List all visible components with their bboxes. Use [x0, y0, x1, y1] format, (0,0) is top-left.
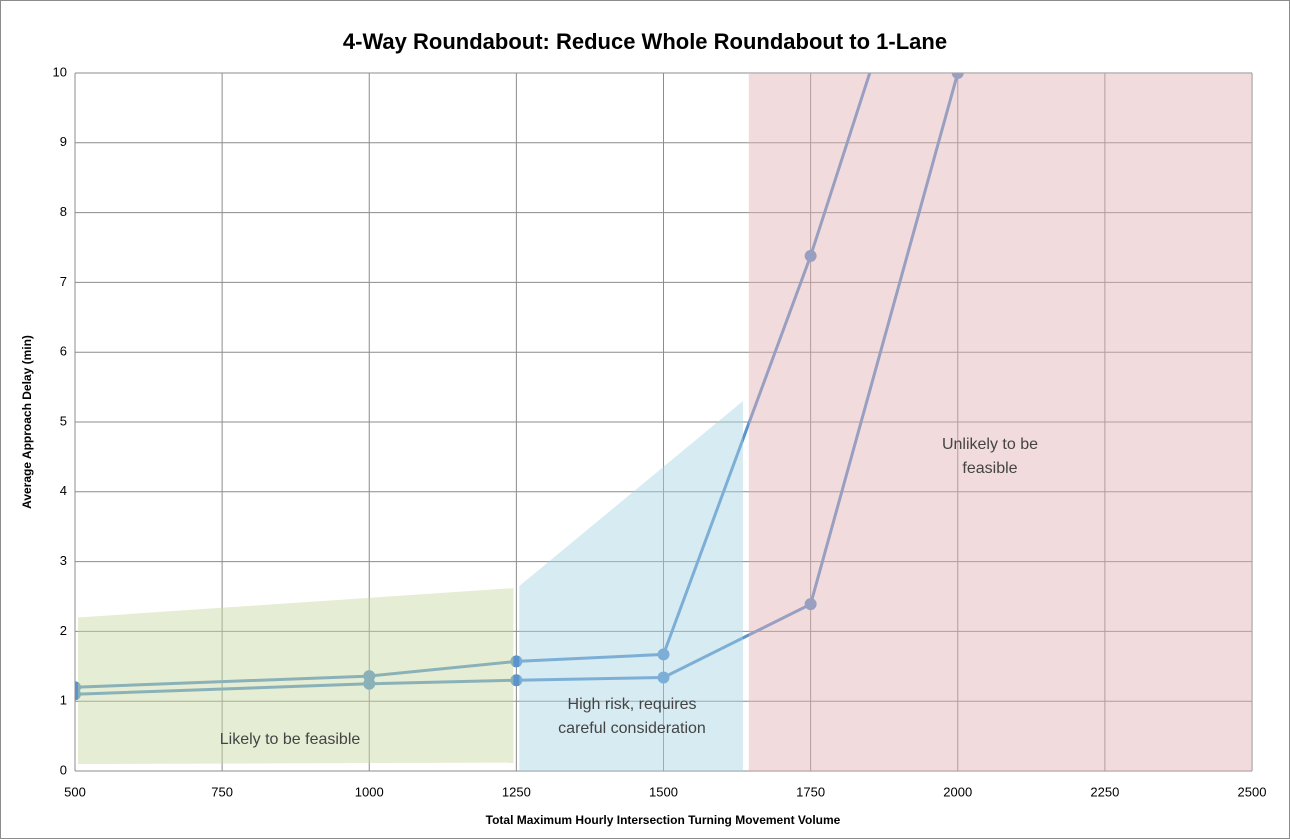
x-tick-label: 1500: [649, 784, 678, 799]
line: [75, 73, 960, 696]
marker: [951, 73, 964, 79]
y-tick-label: 1: [60, 693, 67, 708]
region-label: feasible: [962, 460, 1017, 477]
region: [748, 73, 1252, 771]
region-label: High risk, requires: [568, 696, 697, 713]
marker: [657, 648, 670, 661]
y-tick-label: 8: [60, 204, 67, 219]
region: [77, 588, 514, 765]
y-axis-label: Average Approach Delay (min): [20, 335, 34, 509]
y-tick-label: 10: [53, 64, 67, 79]
y-tick-label: 7: [60, 274, 67, 289]
marker: [510, 655, 523, 668]
y-tick-label: 5: [60, 413, 67, 428]
region-label: Likely to be feasible: [220, 731, 361, 748]
x-tick-label: 1250: [502, 784, 531, 799]
y-tick-label: 3: [60, 553, 67, 568]
plot: [75, 73, 1252, 771]
x-tick-label: 1000: [355, 784, 384, 799]
x-tick-label: 2250: [1090, 784, 1119, 799]
x-tick-label: 2000: [943, 784, 972, 799]
x-tick-label: 750: [211, 784, 233, 799]
marker: [657, 671, 670, 684]
x-tick-label: 2500: [1238, 784, 1267, 799]
region-label: careful consideration: [558, 720, 706, 737]
line: [75, 73, 872, 689]
marker: [804, 249, 817, 262]
y-tick-label: 6: [60, 344, 67, 359]
x-axis-label: Total Maximum Hourly Intersection Turnin…: [486, 813, 841, 827]
marker: [510, 674, 523, 687]
marker: [75, 688, 81, 701]
y-tick-label: 2: [60, 623, 67, 638]
y-tick-label: 9: [60, 134, 67, 149]
marker: [363, 677, 376, 690]
region: [519, 401, 743, 771]
region-label: Unlikely to be: [942, 436, 1038, 453]
x-tick-label: 1750: [796, 784, 825, 799]
marker: [804, 598, 817, 611]
x-tick-label: 500: [64, 784, 86, 799]
y-tick-label: 0: [60, 762, 67, 777]
chart-title: 4-Way Roundabout: Reduce Whole Roundabou…: [343, 29, 947, 54]
y-tick-label: 4: [60, 483, 67, 498]
